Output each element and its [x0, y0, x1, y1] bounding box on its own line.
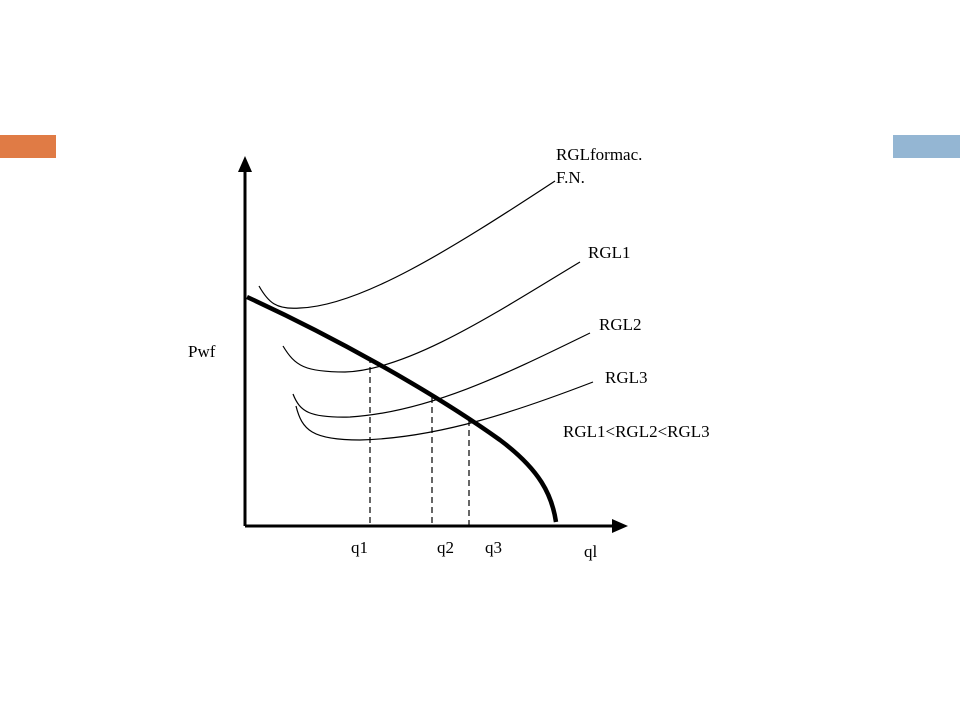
curve-label-rgl-formac: RGLformac.: [556, 145, 642, 164]
x-axis-arrow: [612, 519, 628, 533]
x-mark-q1: q1: [351, 538, 368, 557]
accent-bar-left: [0, 135, 56, 158]
curve-label-rgl3: RGL3: [605, 368, 648, 387]
relation-note: RGL1<RGL2<RGL3: [563, 422, 710, 441]
x-axis-label: ql: [584, 542, 598, 561]
y-axis-label: Pwf: [188, 342, 216, 361]
curve-rgl2: [292, 332, 591, 418]
accent-bar-right: [893, 135, 960, 158]
x-mark-q2: q2: [437, 538, 454, 557]
curve-rgl1: [282, 261, 581, 373]
curve-rgl3: [295, 381, 594, 441]
curve-label-fn: F.N.: [556, 168, 585, 187]
thick-decline-curve: [246, 294, 559, 523]
x-mark-q3: q3: [485, 538, 502, 557]
curve-label-rgl2: RGL2: [599, 315, 642, 334]
y-axis-arrow: [238, 156, 252, 172]
curve-rgl-formac: [258, 180, 556, 309]
curve-label-rgl1: RGL1: [588, 243, 631, 262]
